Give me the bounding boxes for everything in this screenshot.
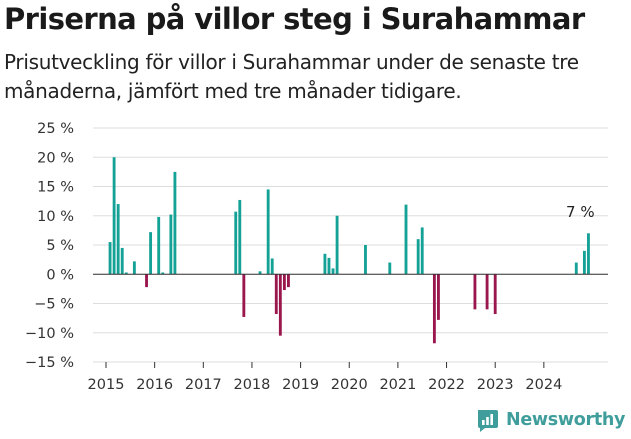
bar bbox=[149, 232, 153, 275]
annotations: 7 % bbox=[566, 203, 595, 221]
x-tick-label: 2021 bbox=[379, 377, 416, 393]
bar bbox=[108, 242, 112, 275]
y-axis-labels: 25 % 20 % 15 % 10 % 5 % 0 % −5 % −10 % −15 % bbox=[25, 121, 74, 371]
bar bbox=[116, 204, 120, 275]
bar bbox=[404, 204, 408, 275]
bar bbox=[364, 245, 367, 275]
y-tick-label: 25 % bbox=[37, 121, 74, 137]
bar bbox=[274, 274, 278, 315]
newsworthy-logo-icon bbox=[478, 410, 498, 432]
page-subtitle: Prisutveckling för villor i Surahammar u… bbox=[4, 50, 579, 103]
x-tick-label: 2024 bbox=[525, 377, 562, 393]
x-axis bbox=[93, 273, 608, 368]
x-tick-label: 2015 bbox=[88, 377, 125, 393]
x-tick-label: 2019 bbox=[282, 377, 319, 393]
newsworthy-logo: Newsworthy bbox=[476, 408, 625, 432]
bar bbox=[323, 253, 327, 275]
y-tick-label: 5 % bbox=[46, 238, 74, 254]
bar bbox=[432, 274, 436, 344]
bars bbox=[108, 157, 590, 344]
bar bbox=[266, 189, 270, 275]
bar bbox=[242, 274, 246, 317]
y-tick-label: −5 % bbox=[34, 297, 74, 313]
bar bbox=[331, 268, 335, 275]
bar bbox=[258, 271, 262, 275]
bar bbox=[587, 233, 590, 275]
bar bbox=[161, 272, 165, 275]
x-axis-labels: 2015 2016 2017 2018 2019 2020 2021 2022 2023 2024 bbox=[88, 377, 563, 393]
y-tick-label: 10 % bbox=[37, 209, 74, 225]
x-tick-label: 2016 bbox=[136, 377, 173, 393]
bar bbox=[473, 274, 477, 310]
bar bbox=[270, 258, 274, 275]
bar bbox=[238, 199, 242, 275]
bar bbox=[437, 274, 440, 320]
y-tick-label: 0 % bbox=[46, 267, 74, 283]
bar bbox=[388, 262, 392, 275]
bar bbox=[120, 247, 124, 275]
bar bbox=[132, 261, 136, 275]
x-tick-label: 2018 bbox=[233, 377, 270, 393]
gridlines bbox=[93, 127, 608, 363]
bar bbox=[416, 239, 420, 275]
bar bbox=[582, 250, 586, 275]
bar bbox=[287, 274, 290, 288]
bar bbox=[234, 211, 238, 275]
y-tick-label: 15 % bbox=[37, 180, 74, 196]
x-tick-label: 2017 bbox=[185, 377, 222, 393]
bar bbox=[145, 274, 148, 288]
y-tick-label: 20 % bbox=[37, 150, 74, 166]
bar bbox=[169, 214, 173, 275]
bar bbox=[282, 274, 286, 291]
bar bbox=[485, 274, 489, 310]
y-tick-label: −15 % bbox=[25, 355, 74, 371]
x-tick-label: 2022 bbox=[428, 377, 465, 393]
brand-name: Newsworthy bbox=[506, 410, 626, 430]
bar bbox=[493, 274, 497, 315]
bar bbox=[335, 215, 339, 275]
bar bbox=[112, 157, 116, 275]
bar bbox=[574, 262, 578, 275]
y-tick-label: −10 % bbox=[25, 326, 74, 342]
bar bbox=[173, 171, 177, 275]
bar bbox=[327, 257, 331, 275]
last-value-label: 7 % bbox=[566, 203, 595, 221]
x-tick-label: 2020 bbox=[331, 377, 368, 393]
bar bbox=[420, 227, 424, 275]
x-tick-label: 2023 bbox=[477, 377, 514, 393]
bar bbox=[157, 216, 161, 275]
bar bbox=[124, 272, 128, 275]
bar bbox=[278, 274, 282, 336]
page-title: Priserna på villor steg i Surahammar bbox=[4, 2, 585, 36]
